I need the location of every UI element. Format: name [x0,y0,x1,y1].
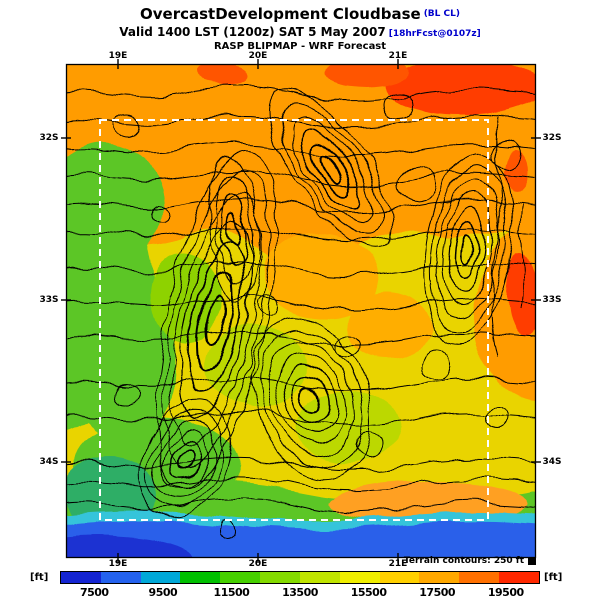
colorbar-label-11500: 11500 [213,586,250,599]
y-tick-label-right-33s: 33S [542,295,562,305]
valid-time-line: Valid 1400 LST (1200z) SAT 5 May 2007 [18… [0,25,600,41]
header: OvercastDevelopment Cloudbase (BL CL) Val… [0,5,600,53]
x-tick-label-bottom-19e: 19E [108,559,128,569]
page-title: OvercastDevelopment Cloudbase (BL CL) [0,5,600,25]
colorbar-segment [379,572,420,583]
title-text: OvercastDevelopment Cloudbase [140,5,421,23]
axis-tick-marks [61,59,541,563]
y-tick-label-right-32s: 32S [542,133,562,143]
colorbar-segment [499,572,539,583]
x-tick-label-top-19e: 19E [108,51,128,61]
x-tick-label-top-21e: 21E [388,51,408,61]
forecast-run-tag: [18hrFcst@0107z] [388,28,481,39]
colorbar-label-19500: 19500 [487,586,524,599]
x-tick-label-bottom-20e: 20E [248,559,268,569]
x-tick-label-bottom-21e: 21E [388,559,408,569]
y-tick-label-left-34s: 34S [39,457,59,467]
valid-time-text: Valid 1400 LST (1200z) SAT 5 May 2007 [119,24,386,39]
x-tick-label-top-20e: 20E [248,51,268,61]
colorbar-segment [100,572,141,583]
colorbar-segment [419,572,460,583]
colorbar-label-15500: 15500 [350,586,387,599]
colorbar-segment [220,572,261,583]
domain-box [99,119,489,521]
map-frame [65,63,537,559]
colorbar-label-13500: 13500 [282,586,318,599]
colorbar-label-7500: 7500 [79,586,109,599]
colorbar-segment [459,572,500,583]
colorbar-segment [180,572,221,583]
colorbar-unit-left: [ft] [30,572,49,583]
colorbar-segment [299,572,340,583]
terrain-contours [66,86,536,541]
terrain-contour-note: Terrain contours: 250 ft [404,556,536,566]
title-parameter-tag: (BL CL) [423,9,460,19]
forecast-map [61,59,541,563]
y-tick-label-right-34s: 34S [542,457,562,467]
colorbar-labels: 7500 9500 11500 13500 15500 17500 19500 [60,586,540,599]
y-tick-label-left-32s: 32S [39,133,59,143]
y-tick-label-left-33s: 33S [39,295,59,305]
terrain-contour-note-text: Terrain contours: 250 ft [403,556,524,566]
colorbar-segment [61,572,101,583]
colorbar-segment [140,572,181,583]
terrain-contour-swatch-icon [528,557,536,565]
colorbar-segment [260,572,300,583]
colorbar-unit-right: [ft] [544,572,563,583]
colorbar-label-17500: 17500 [419,586,456,599]
colorbar-segment [339,572,380,583]
colorbar [60,571,540,584]
colorbar-label-9500: 9500 [148,586,178,599]
model-source-line: RASP BLIPMAP - WRF Forecast [213,41,387,53]
